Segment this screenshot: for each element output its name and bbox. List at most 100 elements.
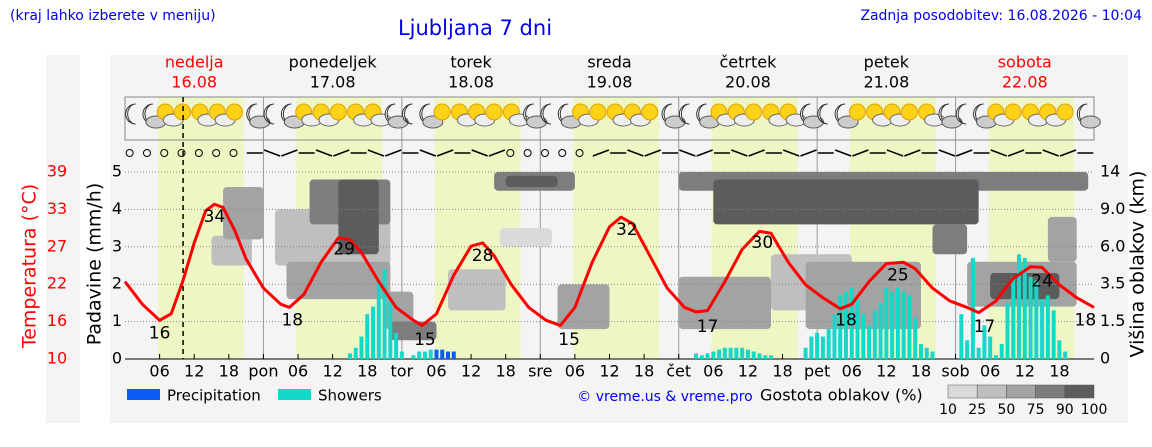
weather-icon xyxy=(329,103,347,121)
temp-label: 25 xyxy=(887,265,909,285)
cloud-legend-title: Gostota oblakov (%) xyxy=(760,386,923,405)
precip-bar xyxy=(959,314,964,359)
wind-barb xyxy=(886,149,904,157)
cloud-scale-swatch xyxy=(976,384,1007,399)
precip-bar xyxy=(1045,295,1050,359)
x-tick-label: sre xyxy=(528,362,552,381)
precip-bar xyxy=(907,295,912,359)
weather-icon xyxy=(678,103,690,125)
precip-bar xyxy=(872,310,877,359)
x-tick-label: 12 xyxy=(184,362,204,381)
cloud-scale-label: 10 xyxy=(939,402,957,418)
weather-icon xyxy=(745,103,763,121)
sun xyxy=(1056,103,1074,121)
wind-barb xyxy=(800,149,817,157)
weather-icon xyxy=(485,103,503,121)
wind-barb xyxy=(592,149,610,157)
temp-label: 16 xyxy=(149,323,171,343)
y2-title: Temperatura (°C) xyxy=(19,184,41,349)
temp-label: 17 xyxy=(974,317,996,337)
x-tick-label: 12 xyxy=(461,362,481,381)
day-date: 20.08 xyxy=(725,73,771,92)
x-tick-label: 18 xyxy=(357,362,377,381)
cloud-block xyxy=(338,179,379,255)
x-tick-label: 06 xyxy=(842,362,862,381)
wind-barb xyxy=(904,149,921,157)
day-name: torek xyxy=(450,53,492,72)
sun xyxy=(433,103,451,121)
temp-label: 32 xyxy=(616,220,638,240)
wind-barb xyxy=(263,149,281,157)
cloud-scale-swatch xyxy=(947,384,978,399)
day-date: 21.08 xyxy=(863,73,909,92)
temp-label: 24 xyxy=(1031,272,1053,292)
x-tick-label: 18 xyxy=(495,362,515,381)
y2-tick-label: 10 xyxy=(47,349,67,368)
temp-label: 18 xyxy=(1075,310,1097,330)
precip-bar xyxy=(884,287,889,359)
precip-bar xyxy=(1022,258,1027,359)
sun xyxy=(225,103,243,121)
precip-bar xyxy=(376,280,381,359)
day-name: nedelja xyxy=(165,53,224,72)
sun xyxy=(900,103,918,121)
y2-tick-label: 39 xyxy=(47,162,67,181)
cloud xyxy=(1079,115,1101,129)
weather-icon xyxy=(955,103,967,125)
weather-icon xyxy=(727,103,755,127)
x-tick-label: 12 xyxy=(599,362,619,381)
x-tick-label: 18 xyxy=(219,362,239,381)
wind-barb xyxy=(938,149,956,157)
wind-barb xyxy=(644,149,662,157)
day-date: 18.08 xyxy=(448,73,494,92)
day-date: 22.08 xyxy=(1002,73,1048,92)
x-tick-label: pet xyxy=(804,362,830,381)
precip-bar xyxy=(1034,280,1039,359)
precip-bar xyxy=(417,351,422,359)
day-date: 17.08 xyxy=(310,73,356,92)
x-tick-label: 12 xyxy=(738,362,758,381)
wind-barb xyxy=(852,149,869,157)
precip-bar xyxy=(815,332,820,359)
precip-bar xyxy=(717,349,722,359)
weather-icon xyxy=(589,103,607,121)
x-tick-label: 06 xyxy=(565,362,585,381)
x-tick-label: 18 xyxy=(1049,362,1069,381)
precip-bar xyxy=(1017,254,1022,359)
wind-barb xyxy=(731,149,748,157)
precip-bar xyxy=(371,306,376,359)
weather-icon xyxy=(1056,103,1074,121)
day-name: sreda xyxy=(587,53,631,72)
cloud-scale-label: 50 xyxy=(997,402,1015,418)
wind-barb xyxy=(990,149,1008,157)
cloud-block xyxy=(390,321,437,341)
precip-bar xyxy=(694,353,699,359)
y3-tick-label: 0 xyxy=(1100,349,1110,368)
y3-tick-label: 3.5 xyxy=(1100,274,1125,293)
temp-label: 18 xyxy=(835,310,857,330)
weather-icon xyxy=(779,103,807,127)
precip-bar xyxy=(855,299,860,359)
precip-bar xyxy=(999,344,1004,359)
precip-bar xyxy=(849,287,854,359)
y2-tick-label: 33 xyxy=(47,199,67,218)
weather-icon xyxy=(246,103,271,129)
temp-label: 34 xyxy=(204,207,226,227)
precip-bar xyxy=(1051,310,1056,359)
temp-label: 15 xyxy=(414,330,436,350)
y-title: Padavine (mm/h) xyxy=(84,183,106,346)
x-tick-label: 06 xyxy=(288,362,308,381)
cloud-scale-swatch xyxy=(1064,384,1095,399)
y-tick-label: 3 xyxy=(112,236,122,255)
precip-bar xyxy=(832,314,837,359)
day-date: 16.08 xyxy=(171,73,217,92)
precip-bar xyxy=(843,291,848,359)
day-date: 19.08 xyxy=(587,73,633,92)
precip-bar xyxy=(769,355,773,359)
weather-icon xyxy=(641,103,659,121)
y2-tick-label: 22 xyxy=(47,274,67,293)
wind-barb xyxy=(471,149,488,157)
precip-bar xyxy=(988,336,993,359)
weather-icon xyxy=(384,103,409,129)
precip-bar xyxy=(734,347,739,359)
